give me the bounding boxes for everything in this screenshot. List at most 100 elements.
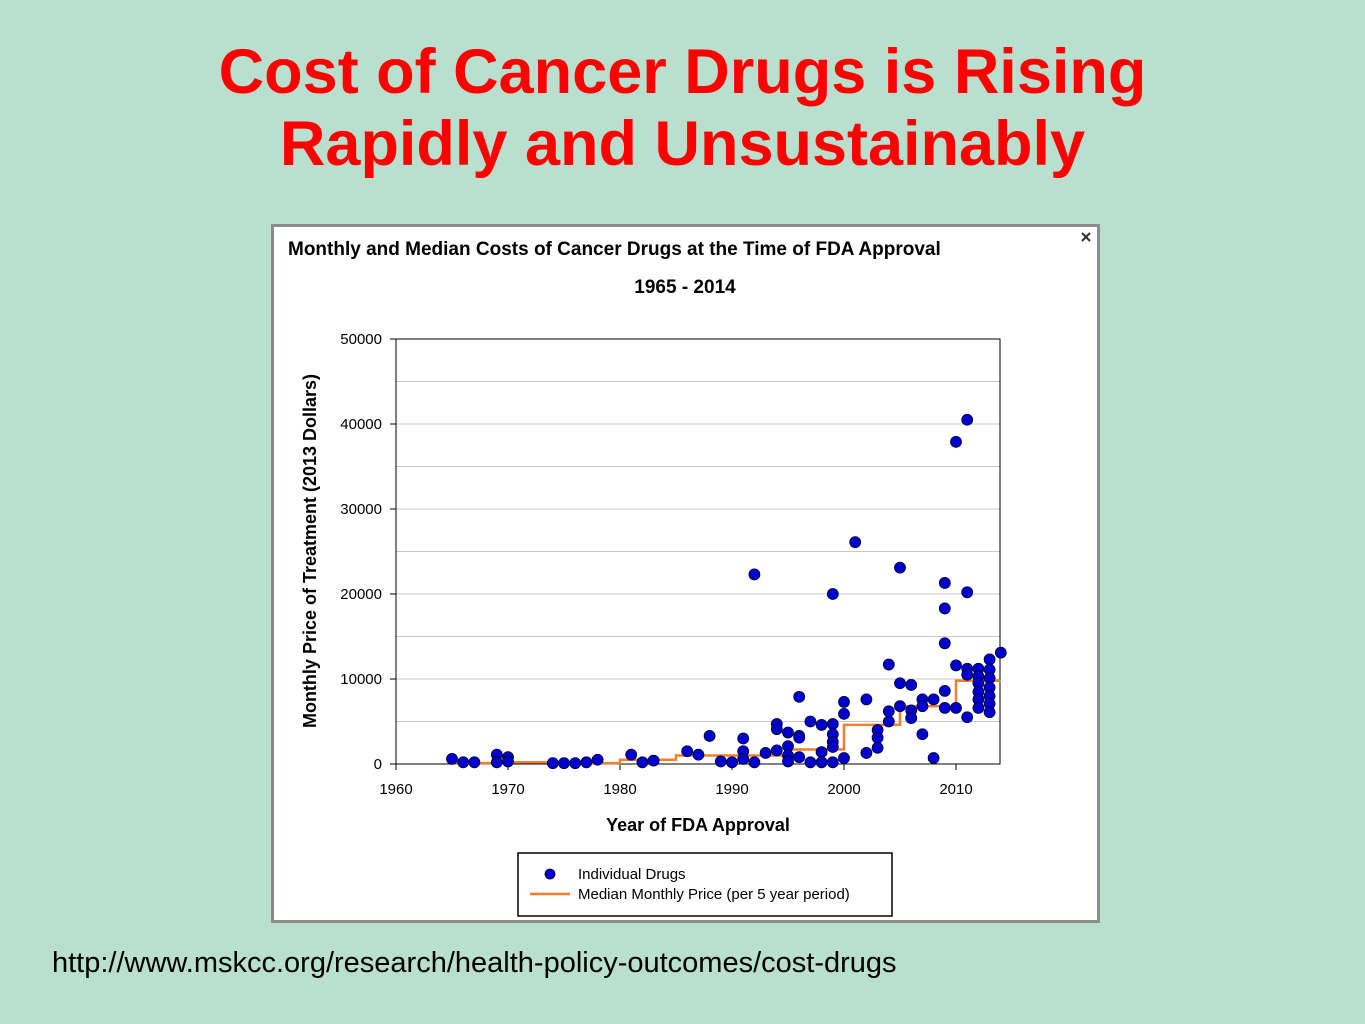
data-point — [961, 413, 974, 426]
data-point — [983, 706, 996, 719]
chart-panel: Monthly and Median Costs of Cancer Drugs… — [271, 224, 1100, 923]
data-point — [950, 659, 962, 672]
close-icon[interactable] — [1081, 232, 1091, 242]
data-point — [882, 658, 895, 671]
data-point — [782, 726, 794, 739]
data-point — [815, 718, 828, 731]
legend-point-marker — [544, 868, 556, 880]
data-point — [770, 723, 783, 736]
data-point — [647, 754, 660, 767]
scatter-chart: Monthly and Median Costs of Cancer Drugs… — [288, 232, 1091, 917]
x-tick-label: 1990 — [715, 781, 748, 798]
data-point — [916, 728, 929, 741]
slide-title-line-2: Rapidly and Unsustainably — [279, 109, 1086, 179]
data-point — [894, 561, 906, 574]
data-point — [737, 732, 750, 745]
x-axis-label: Year of FDA Approval — [606, 815, 790, 835]
data-point — [558, 757, 570, 770]
data-point — [580, 756, 593, 769]
data-point — [591, 753, 604, 766]
data-point — [882, 705, 895, 718]
data-point — [927, 693, 940, 706]
data-point — [726, 756, 738, 769]
data-point — [815, 746, 828, 758]
data-point — [849, 536, 862, 549]
data-point — [938, 684, 951, 697]
y-tick-label: 50000 — [340, 331, 382, 348]
data-point — [770, 744, 783, 757]
data-points — [446, 413, 1007, 770]
data-point — [737, 753, 750, 765]
data-point — [871, 731, 884, 744]
data-point — [468, 756, 481, 769]
data-point — [838, 707, 850, 720]
y-tick-label: 30000 — [340, 501, 382, 518]
y-tick-label: 10000 — [340, 671, 382, 688]
source-url[interactable]: http://www.mskcc.org/research/health-pol… — [52, 947, 897, 979]
data-point — [838, 696, 850, 708]
slide-title: Cost of Cancer Drugs is Rising Rapidly a… — [0, 36, 1365, 180]
y-axis-label: Monthly Price of Treatment (2013 Dollars… — [300, 374, 320, 728]
chart-subtitle: 1965 - 2014 — [634, 277, 736, 298]
data-point — [938, 577, 951, 589]
chart-title: Monthly and Median Costs of Cancer Drugs… — [288, 239, 941, 260]
data-point — [793, 731, 806, 744]
legend: Individual Drugs Median Monthly Price (p… — [517, 852, 893, 917]
data-point — [793, 751, 806, 764]
data-point — [961, 586, 974, 599]
x-tick-label: 2010 — [939, 781, 972, 798]
x-tick-label: 2000 — [827, 781, 860, 798]
data-point — [826, 718, 839, 730]
data-point — [838, 752, 850, 764]
data-point — [961, 711, 974, 724]
data-point — [950, 435, 962, 448]
y-tick-label: 0 — [374, 756, 382, 773]
data-point — [681, 745, 694, 758]
data-point — [826, 756, 839, 769]
data-point — [871, 741, 884, 754]
data-point — [625, 748, 638, 761]
data-point — [759, 747, 772, 759]
gridlines — [396, 381, 1000, 722]
data-point — [826, 588, 839, 600]
data-point — [793, 690, 806, 703]
x-tick-label: 1960 — [379, 781, 412, 798]
data-point — [636, 756, 649, 769]
data-point — [546, 757, 559, 770]
data-point — [938, 701, 951, 714]
data-point — [882, 715, 895, 728]
data-point — [703, 730, 716, 742]
data-point — [972, 701, 985, 714]
x-tick-label: 1980 — [603, 781, 636, 798]
data-point — [938, 602, 951, 615]
data-point — [457, 756, 470, 769]
data-point — [894, 700, 906, 713]
data-point — [994, 646, 1007, 659]
data-point — [826, 741, 839, 753]
data-point — [905, 679, 918, 691]
x-tick-label: 1970 — [491, 781, 524, 798]
slide-title-line-1: Cost of Cancer Drugs is Rising — [218, 37, 1147, 107]
data-point — [927, 752, 940, 764]
data-point — [860, 693, 873, 706]
data-point — [502, 755, 514, 768]
data-point — [815, 756, 828, 769]
legend-item-median-price: Median Monthly Price (per 5 year period) — [578, 886, 850, 903]
data-point — [569, 757, 582, 770]
data-point — [938, 637, 951, 650]
data-point — [804, 756, 817, 769]
data-point — [748, 756, 761, 769]
y-tick-label: 40000 — [340, 416, 382, 433]
data-point — [950, 701, 962, 714]
data-point — [782, 755, 794, 768]
data-point — [490, 756, 503, 769]
y-tick-label: 20000 — [340, 586, 382, 603]
data-point — [804, 715, 817, 728]
legend-box — [517, 852, 893, 917]
data-point — [905, 712, 918, 725]
data-point — [692, 748, 705, 761]
data-point — [714, 755, 727, 768]
data-point — [748, 568, 761, 581]
data-point — [894, 677, 906, 690]
legend-item-individual-drugs: Individual Drugs — [578, 866, 686, 883]
